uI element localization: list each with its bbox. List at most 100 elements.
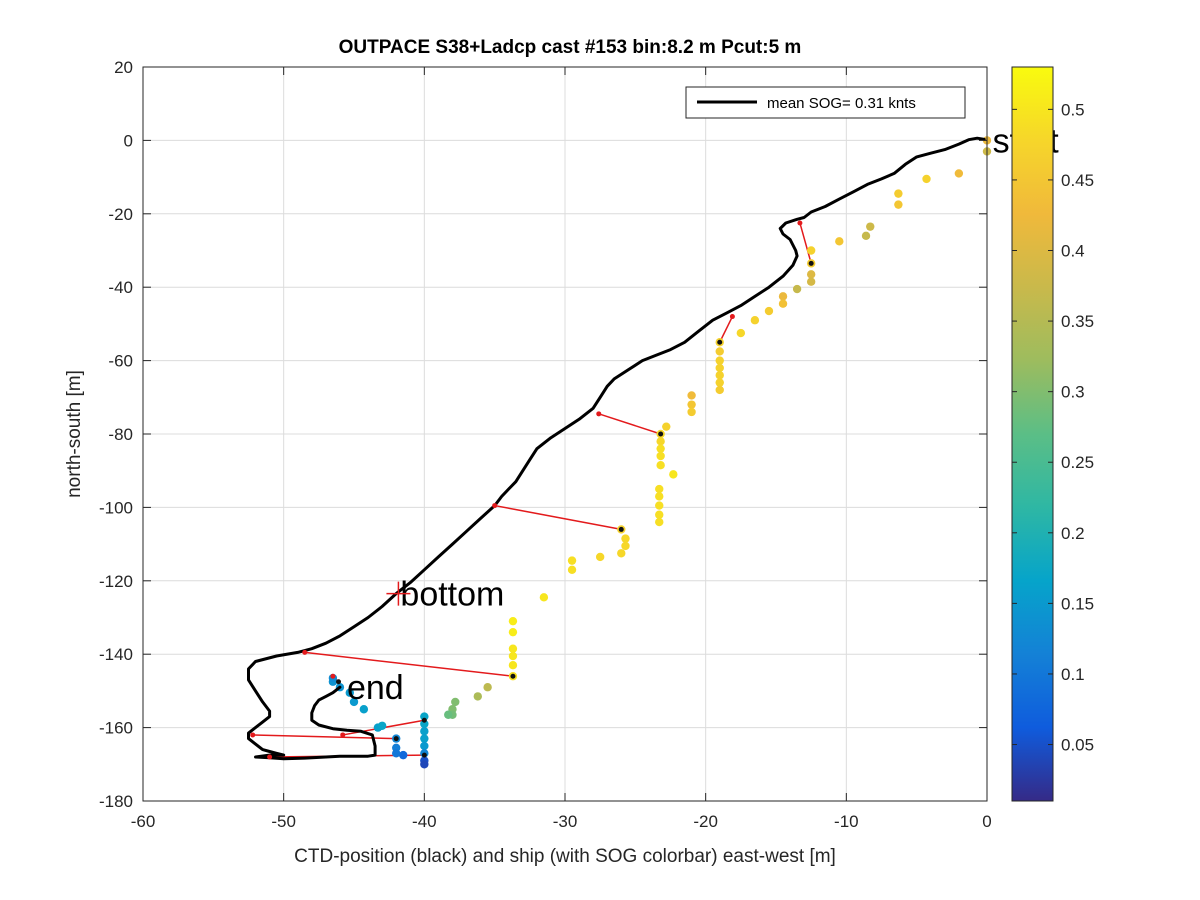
ship-marker: [717, 339, 723, 345]
legend: mean SOG= 0.31 knts: [685, 86, 966, 119]
x-tick-label: -40: [412, 812, 437, 831]
ship-point: [750, 316, 760, 325]
y-tick-label: -20: [108, 205, 133, 224]
ship-point: [508, 616, 518, 626]
ship-point: [420, 727, 429, 736]
ship-marker: [618, 526, 624, 532]
x-axis-label: CTD-position (black) and ship (with SOG …: [294, 846, 836, 867]
legend-label: mean SOG= 0.31 knts: [767, 95, 916, 112]
connector-line: [494, 504, 622, 531]
ship-point: [392, 749, 401, 758]
connector-line: [304, 651, 514, 677]
ship-point: [861, 231, 871, 241]
connector-markers: [250, 220, 814, 760]
ship-point: [715, 385, 724, 395]
colorbar-tick-label: 0.35: [1061, 312, 1094, 331]
ship-point: [655, 484, 664, 494]
annotation-end: end: [347, 669, 404, 707]
connector-line: [799, 222, 812, 264]
ship-point: [473, 692, 482, 701]
ship-point: [420, 741, 429, 751]
ctd-marker: [596, 411, 602, 417]
ship-marker: [421, 752, 427, 758]
ship-point: [655, 501, 664, 510]
ship-point: [655, 492, 664, 501]
y-tick-label: -140: [99, 645, 133, 664]
ship-point: [778, 299, 788, 308]
ship-point: [835, 237, 844, 246]
ship-point: [508, 651, 518, 661]
ship-point: [715, 378, 724, 387]
ship-point: [656, 444, 665, 453]
colorbar-tick-label: 0.45: [1061, 171, 1094, 190]
colorbar-tick-label: 0.4: [1061, 242, 1085, 261]
ship-point: [508, 644, 518, 653]
x-tick-label: -50: [271, 812, 296, 831]
ship-point: [508, 661, 518, 670]
ship-point: [349, 697, 359, 707]
y-tick-label: 0: [124, 131, 133, 150]
ctd-marker: [492, 503, 498, 509]
colorbar-tick-label: 0.2: [1061, 524, 1085, 543]
ship-point: [451, 697, 460, 707]
ship-point: [656, 451, 665, 461]
y-tick-label: -40: [108, 278, 133, 297]
colorbar-tick-label: 0.3: [1061, 383, 1085, 402]
plot-area: startbottomend -60-50-40-30-20-100200-20…: [99, 58, 1059, 831]
ctd-marker: [302, 649, 308, 655]
ship-point: [508, 627, 518, 637]
y-axis-label: north-south [m]: [64, 370, 85, 498]
ship-point: [655, 517, 664, 527]
ship-point: [483, 683, 492, 692]
ship-point: [377, 721, 387, 730]
ship-point: [687, 391, 696, 400]
connector-line: [719, 316, 734, 343]
ship-point: [621, 534, 630, 543]
x-tick-label: -60: [131, 812, 156, 831]
ship-point: [567, 565, 577, 574]
ship-point: [669, 470, 678, 479]
colorbar: 0.05 0.1 0.15 0.2 0.25 0.3 0.35 0.4 0.45 0.5: [1011, 66, 1094, 802]
ship-point: [539, 593, 549, 602]
y-tick-label: -180: [99, 792, 133, 811]
annotations: startbottomend: [347, 122, 1059, 707]
ship-point: [655, 510, 664, 519]
chart-title: OUTPACE S38+Ladcp cast #153 bin:8.2 m Pc…: [339, 37, 802, 58]
ship-point: [922, 174, 931, 184]
ship-marker: [421, 717, 427, 723]
ticks: -60 -50 -40 -30 -20 -10 0200-20-40-60-80-100-1…: [99, 58, 992, 831]
ship-point: [345, 688, 354, 697]
ship-point: [621, 541, 630, 551]
ship-point: [792, 284, 802, 294]
colorbar-tick-label: 0.5: [1061, 100, 1085, 119]
ship-point: [444, 710, 453, 719]
ship-point: [359, 705, 369, 714]
ctd-marker: [340, 732, 346, 738]
ship-point: [778, 292, 788, 301]
ctd-track: [247, 136, 986, 761]
y-tick-label: -60: [108, 352, 133, 371]
ship-point: [687, 400, 696, 409]
y-tick-label: 20: [114, 58, 133, 77]
colorbar-gradient: [1011, 66, 1054, 802]
ctd-track-line: [247, 136, 986, 761]
ship-marker: [808, 260, 814, 266]
ship-point: [806, 277, 816, 286]
ctd-marker: [250, 732, 256, 738]
ship-point: [894, 189, 903, 198]
ship-marker: [658, 431, 664, 437]
ship-point: [662, 422, 671, 431]
ship-point: [567, 556, 577, 565]
x-tick-label: -20: [693, 812, 718, 831]
connector-line: [598, 413, 661, 435]
ship-point: [866, 222, 875, 231]
ship-point: [715, 371, 724, 380]
ship-point: [656, 460, 665, 470]
y-tick-label: -80: [108, 425, 133, 444]
ship-point: [894, 200, 903, 209]
ship-point: [715, 363, 724, 373]
ship-marker: [336, 679, 342, 685]
ctd-marker: [330, 673, 336, 679]
colorbar-ticks: 0.05 0.1 0.15 0.2 0.25 0.3 0.35 0.4 0.45 0.5: [1012, 100, 1094, 755]
